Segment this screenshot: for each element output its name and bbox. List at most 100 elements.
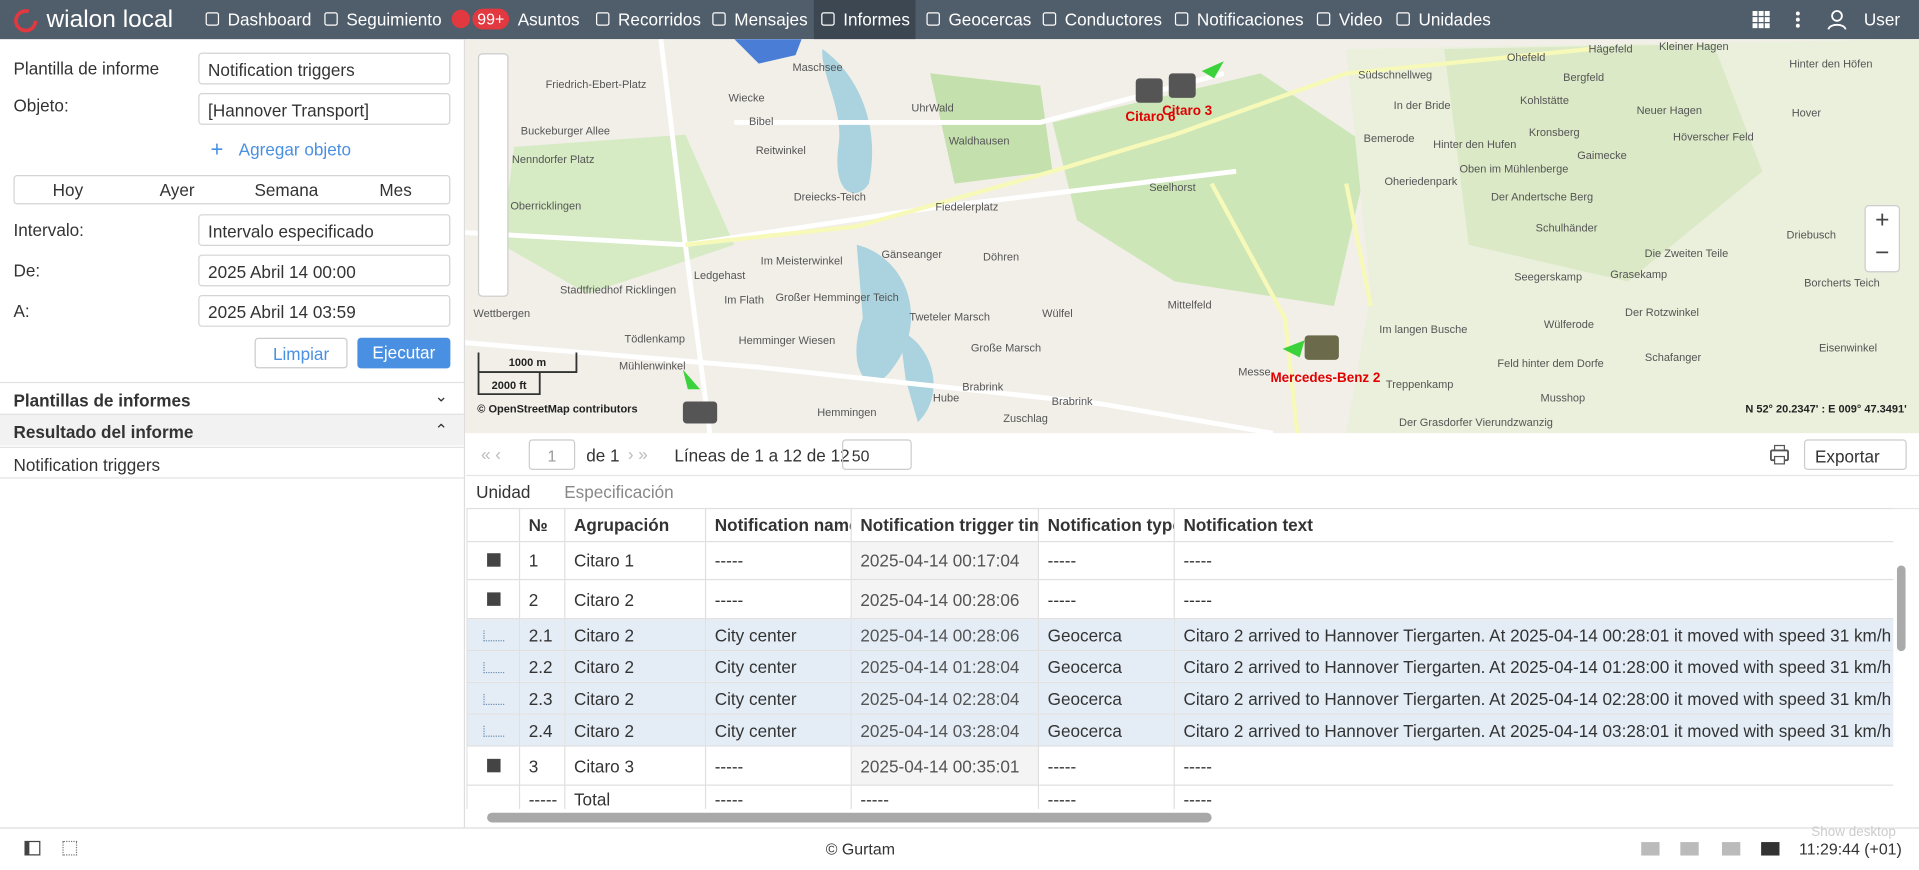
- tab[interactable]: Unidad: [476, 482, 531, 502]
- map-label: Bibel: [749, 116, 773, 128]
- map-label: Gaimecke: [1577, 150, 1627, 162]
- nav-item[interactable]: Video: [1338, 9, 1383, 30]
- result-item[interactable]: Notification triggers: [0, 446, 464, 479]
- header-row: № Agrupación Notification name Notification…: [466, 507, 1894, 543]
- pager-arrows[interactable]: › »: [627, 444, 648, 464]
- section[interactable]: Plantillas de informes: [0, 381, 464, 414]
- cell: -----: [704, 540, 852, 581]
- layout-icon[interactable]: [24, 840, 41, 856]
- cell: -----: [704, 784, 852, 810]
- nav-item[interactable]: Dashboard: [227, 9, 312, 30]
- add-object[interactable]: Agregar objeto: [238, 139, 352, 160]
- status-icon[interactable]: [1721, 842, 1741, 856]
- cell: 2.2: [518, 649, 566, 683]
- period[interactable]: Mes: [379, 179, 412, 200]
- show-desktop[interactable]: Show desktop: [1811, 824, 1896, 840]
- per-page[interactable]: 50: [842, 439, 912, 470]
- export[interactable]: Exportar: [1803, 439, 1907, 470]
- map-label: Musshop: [1541, 392, 1586, 404]
- nav-item[interactable]: Mensajes: [734, 9, 808, 30]
- button[interactable]: Limpiar: [254, 337, 348, 369]
- status-icon[interactable]: [1761, 842, 1780, 856]
- unit-label[interactable]: Citaro 3: [1162, 103, 1212, 118]
- nav-item[interactable]: Unidades: [1418, 9, 1491, 30]
- scale-label: 1000 m: [509, 357, 547, 369]
- cell: 3: [518, 745, 566, 786]
- chevron[interactable]: ⌄: [434, 386, 448, 406]
- h-scrollbar[interactable]: [487, 812, 1212, 823]
- map-label: Im Meisterwinkel: [761, 255, 843, 267]
- apps-icon[interactable]: [1751, 10, 1771, 30]
- select[interactable]: Intervalo especificado: [198, 214, 451, 247]
- select[interactable]: [Hannover Transport]: [198, 93, 451, 125]
- map-label: Gänseanger: [881, 249, 942, 261]
- print-icon[interactable]: [1768, 444, 1790, 465]
- nav-item[interactable]: Notificaciones: [1196, 9, 1304, 30]
- unit-label[interactable]: Mercedes-Benz 2: [1270, 370, 1380, 385]
- map-label: Kohlstätte: [1520, 95, 1569, 107]
- expand-cell: [466, 540, 521, 581]
- status-icon[interactable]: [1680, 842, 1699, 856]
- cell: 2025-04-14 01:28:04: [850, 649, 1040, 683]
- map-label: Seegerskamp: [1514, 271, 1582, 283]
- map-label: Der Grasdorfer Vierundzwanzig: [1399, 417, 1553, 429]
- report-toolbar: « ‹ 1 de 1 › » Líneas de 1 a 12 de 12 50…: [466, 436, 1919, 477]
- tree-line: [482, 725, 504, 737]
- nav-item[interactable]: Informes: [843, 9, 910, 30]
- cell: Citaro 2: [564, 681, 707, 715]
- unit-markers[interactable]: [682, 61, 1339, 424]
- map-label: Höverscher Feld: [1673, 132, 1754, 144]
- status-icon[interactable]: [1641, 842, 1660, 856]
- map-label: Tweteler Marsch: [909, 312, 990, 324]
- label: De:: [13, 260, 41, 281]
- grid-icon[interactable]: [62, 840, 78, 856]
- chevron[interactable]: ⌃: [434, 421, 448, 440]
- v-scrollbar[interactable]: [1893, 543, 1909, 776]
- select[interactable]: Notification triggers: [198, 52, 451, 85]
- cell: -----: [1037, 745, 1175, 786]
- period[interactable]: Ayer: [159, 179, 195, 200]
- active-tab: [813, 0, 916, 40]
- map-label: Dreiecks-Teich: [794, 192, 866, 204]
- label: Plantilla de informe: [13, 58, 160, 79]
- pager-arrows[interactable]: « ‹: [480, 444, 501, 464]
- map[interactable]: + − Friedrich-Ebert-Platz Wiecke Maschsee B…: [465, 39, 1919, 434]
- map-label: Messe: [1238, 367, 1270, 379]
- button[interactable]: Ejecutar: [357, 337, 451, 369]
- cell: -----: [518, 784, 566, 810]
- cell: Citaro 2 arrived to Hannover Tiergarten.…: [1173, 681, 1894, 715]
- expand-button[interactable]: [486, 553, 500, 567]
- page-input[interactable]: 1: [528, 439, 576, 470]
- section[interactable]: Resultado del informe: [0, 413, 464, 446]
- period[interactable]: Semana: [254, 179, 319, 200]
- cell: -----: [850, 784, 1040, 810]
- coordinates: N 52° 20.2347' : E 009° 47.3491': [1745, 403, 1907, 415]
- nav-item[interactable]: Recorridos: [618, 9, 701, 30]
- column-header[interactable]: Notification trigger time: [850, 507, 1040, 543]
- column-header[interactable]: Notification name: [704, 507, 852, 543]
- map-tools[interactable]: + −: [477, 53, 1901, 396]
- column-header[interactable]: Agrupación: [564, 507, 707, 543]
- column-header[interactable]: Notification type: [1037, 507, 1175, 543]
- unit-label[interactable]: Citaro 6: [1125, 109, 1175, 124]
- nav-item[interactable]: Seguimiento: [346, 9, 442, 30]
- nav-item[interactable]: Conductores: [1064, 9, 1162, 30]
- period[interactable]: Hoy: [52, 179, 84, 200]
- user[interactable]: User: [1863, 9, 1901, 30]
- badge[interactable]: 99+: [472, 8, 510, 30]
- collapse-button[interactable]: [486, 591, 500, 606]
- column-header[interactable]: Notification text: [1173, 507, 1894, 543]
- logo: wialon local: [46, 6, 174, 34]
- column-header[interactable]: №: [518, 507, 566, 543]
- add-icon[interactable]: +: [210, 137, 224, 162]
- nav-item[interactable]: Geocercas: [948, 9, 1032, 30]
- more-icon[interactable]: [1794, 10, 1801, 30]
- user-icon[interactable]: [1827, 9, 1847, 31]
- input[interactable]: 2025 Abril 14 03:59: [198, 294, 451, 327]
- nav-item[interactable]: Asuntos: [517, 9, 580, 30]
- tab[interactable]: Especificación: [564, 482, 674, 502]
- input[interactable]: 2025 Abril 14 00:00: [198, 254, 451, 287]
- expand-button[interactable]: [486, 758, 500, 772]
- map-label: Feld hinter dem Dorfe: [1497, 358, 1603, 370]
- child-row: 2.4 Citaro 2 City center 2025-04-14 03:28:0…: [466, 713, 1894, 747]
